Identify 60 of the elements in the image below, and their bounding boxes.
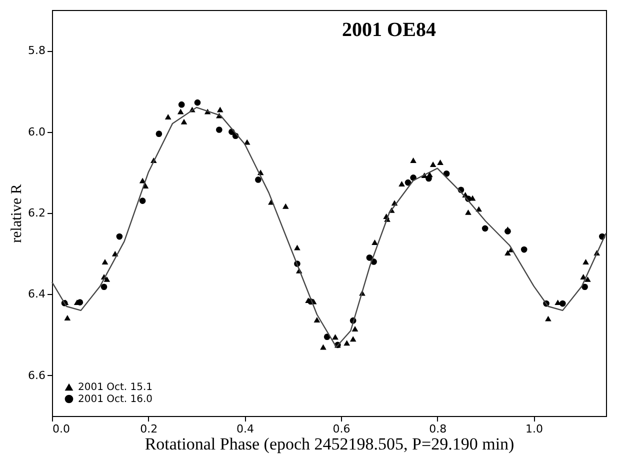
point xyxy=(559,300,566,307)
point xyxy=(350,336,356,342)
point xyxy=(352,326,358,332)
point xyxy=(398,181,405,187)
x-tick-label: 0.0 xyxy=(52,422,70,436)
point xyxy=(164,114,172,120)
point xyxy=(282,203,289,209)
x-tick-label: 0.2 xyxy=(140,422,158,436)
legend-label: 2001 Oct. 15.1 xyxy=(78,382,153,393)
point xyxy=(177,108,184,114)
point xyxy=(104,276,110,282)
point xyxy=(332,334,338,340)
point xyxy=(410,157,416,163)
y-axis-title: relative R xyxy=(9,184,26,243)
point xyxy=(584,276,591,282)
x-tick-label: 0.4 xyxy=(236,422,254,436)
point xyxy=(320,344,326,350)
point xyxy=(180,118,188,124)
point xyxy=(255,176,262,183)
y-tick-label: 6.2 xyxy=(28,206,46,220)
point xyxy=(76,299,84,306)
point xyxy=(64,315,71,320)
point xyxy=(437,160,444,165)
point xyxy=(504,228,511,234)
point xyxy=(504,250,511,256)
point xyxy=(372,239,378,245)
point xyxy=(426,175,432,182)
point xyxy=(366,254,373,261)
x-axis-title: Rotational Phase (epoch 2452198.505, P=29.190 min) xyxy=(144,434,514,454)
point xyxy=(404,179,412,186)
x-tick-label: 0.8 xyxy=(429,422,447,436)
x-tick-label: 1.0 xyxy=(525,422,543,436)
point xyxy=(582,258,589,264)
point xyxy=(156,130,162,137)
legend-label: 2001 Oct. 16.0 xyxy=(78,394,153,405)
point xyxy=(294,244,300,250)
point xyxy=(116,233,123,240)
point xyxy=(545,316,552,322)
chart-title: 2001 OE84 xyxy=(342,19,436,41)
point xyxy=(443,170,450,177)
x-tick-label: 0.6 xyxy=(332,422,350,436)
point xyxy=(100,284,108,290)
point xyxy=(465,209,472,215)
y-tick-label: 6.6 xyxy=(28,368,46,382)
point xyxy=(194,99,201,106)
line-series xyxy=(51,106,607,348)
y-tick-label: 5.8 xyxy=(28,44,46,58)
point xyxy=(520,246,528,253)
point xyxy=(482,225,488,232)
point xyxy=(139,198,146,204)
y-tick-label: 6.0 xyxy=(28,125,46,138)
point xyxy=(178,101,185,108)
point xyxy=(102,258,108,264)
point xyxy=(344,340,350,346)
point xyxy=(216,106,224,112)
point xyxy=(582,284,588,290)
point xyxy=(314,317,320,323)
y-tick-label: 6.4 xyxy=(28,288,46,301)
point xyxy=(216,126,222,133)
point xyxy=(430,162,436,168)
